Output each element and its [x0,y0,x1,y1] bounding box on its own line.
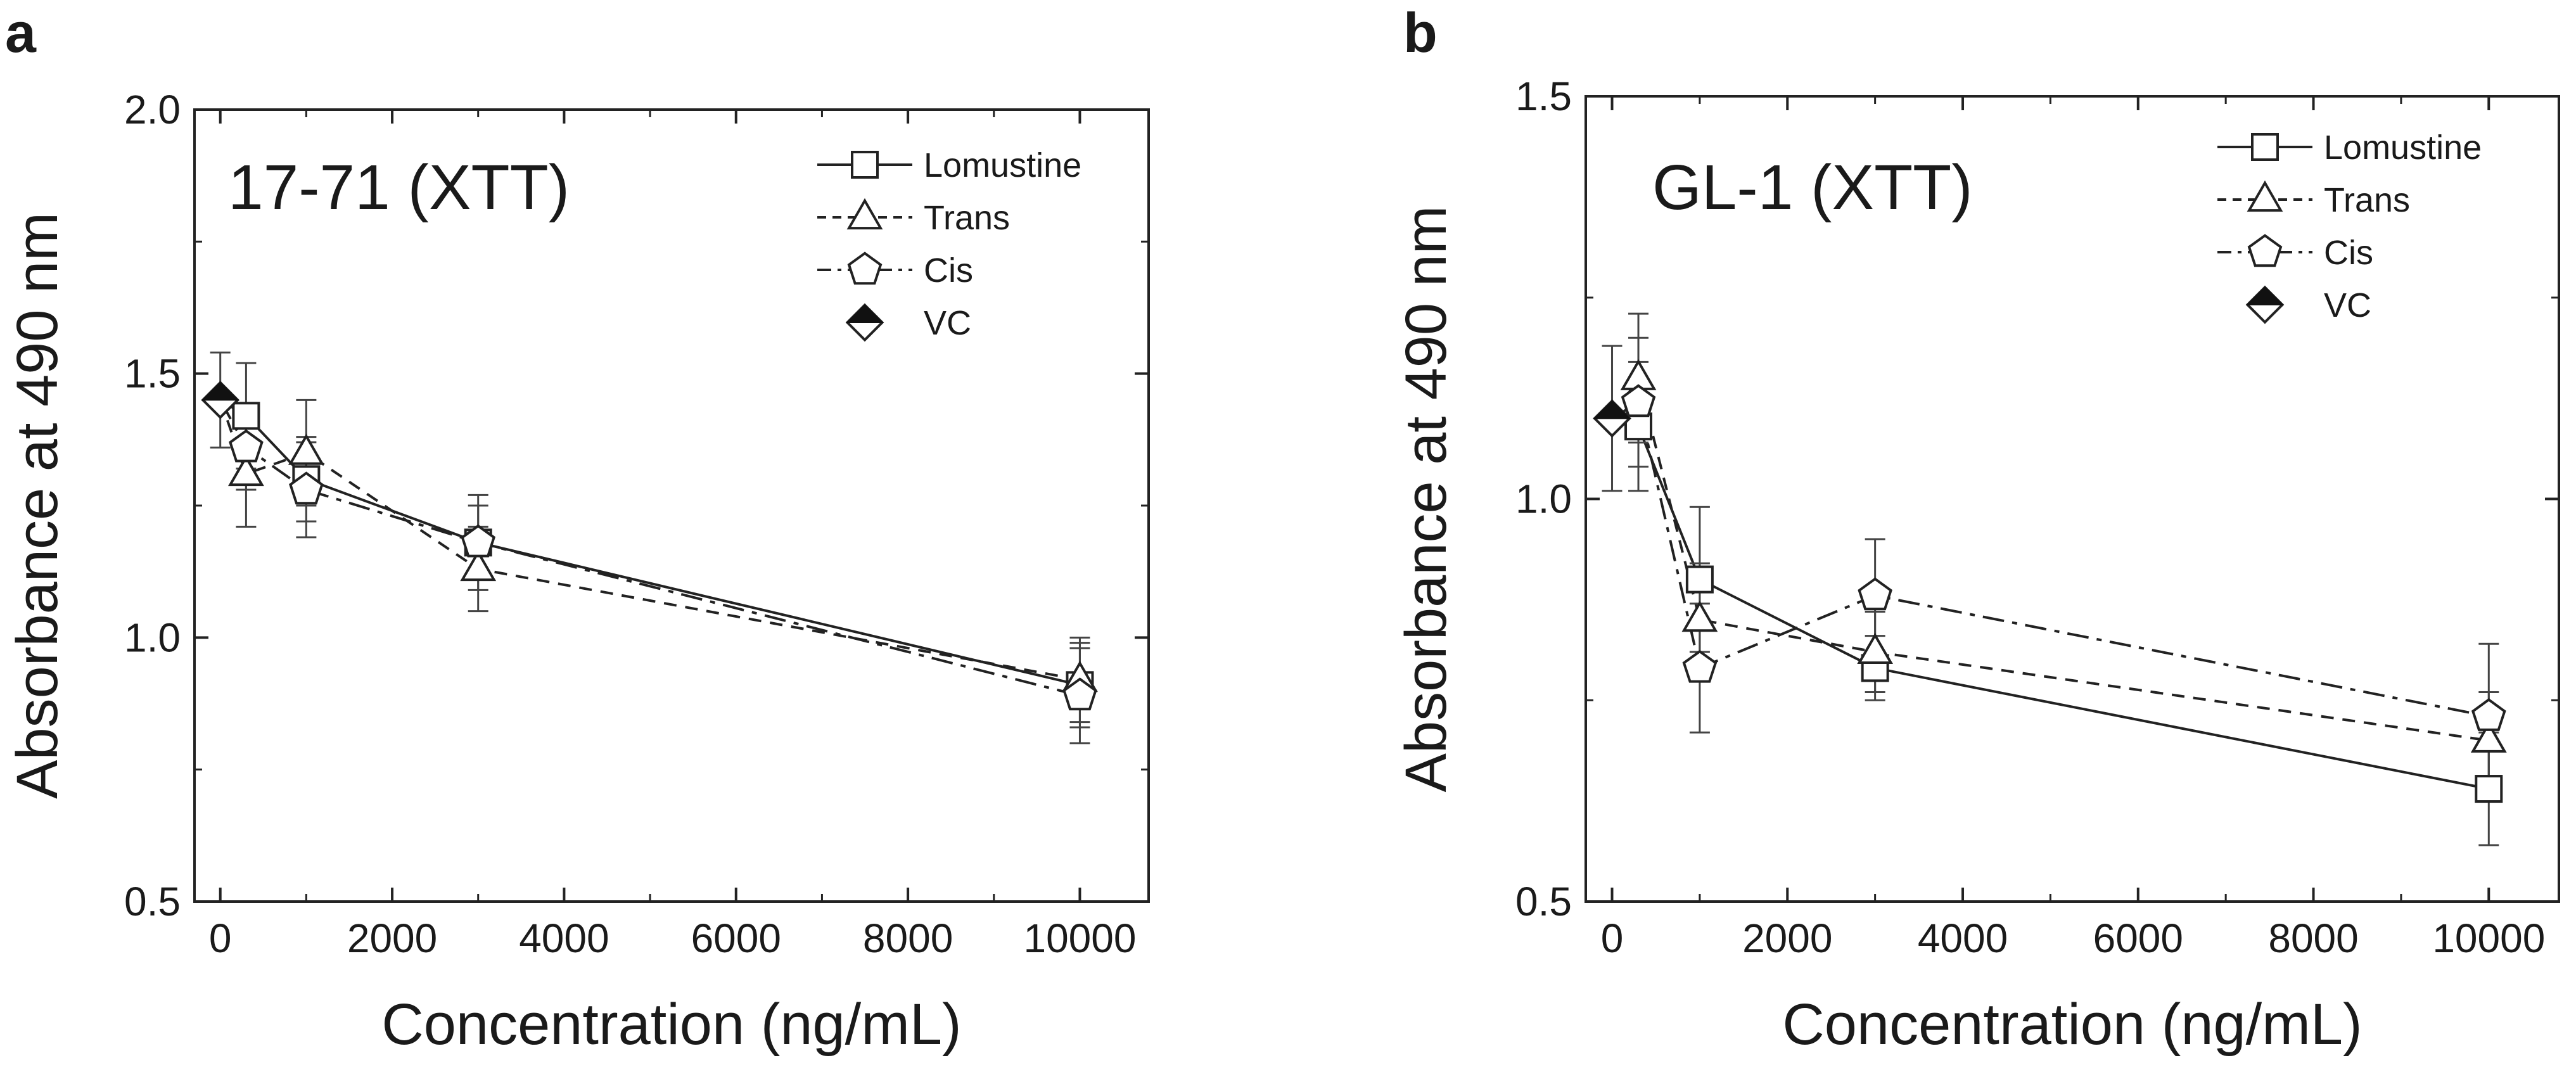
y-tick-label: 0.5 [124,879,181,924]
legend-label-cis: Cis [2324,234,2373,272]
data-point-cis [2471,698,2506,731]
legend-marker-cis [2247,234,2283,267]
legend-label-cis: Cis [924,252,973,290]
x-tick-label: 6000 [691,915,781,961]
series-line-lomustine [219,399,1080,687]
data-point-trans [228,454,264,487]
data-point-trans [1857,632,1894,665]
y-tick-label: 1.5 [1515,73,1572,119]
legend-label-lomustine: Lomustine [924,146,1081,184]
series-line-trans [219,399,1080,681]
legend-label-trans: Trans [2324,181,2410,219]
legend-marker-vc-filled-half [846,304,884,323]
x-tick-label: 8000 [2268,915,2358,961]
legend-marker-vc-filled-half [2246,286,2284,305]
panel-letter-b: b [1403,1,1438,64]
x-tick-label: 6000 [2093,915,2183,961]
data-point-cis [289,471,324,505]
data-point-trans [460,549,497,582]
data-point-lomustine [1685,565,1714,594]
y-tick-label: 1.5 [124,351,181,397]
data-point-trans [2470,721,2507,753]
data-point-vc-filled-half [1593,400,1631,419]
y-axis-label: Absorbance at 490 nm [5,212,70,799]
chart-panel-a: 0 2000 4000 6000 8000 10000 0.5 1.0 1.5 2.0 Concen… [5,87,1150,1057]
legend: Lomustine Trans Cis VC [817,146,1081,342]
data-point-cis [461,524,496,558]
y-axis-label: Absorbance at 490 nm [1394,206,1458,793]
y-tick-label: 1.0 [1515,476,1572,522]
legend-label-trans: Trans [924,199,1010,237]
data-point-cis [1621,384,1656,418]
data-point-cis [229,429,264,462]
x-axis-label: Concentration (ng/mL) [381,992,961,1057]
series-line-cis [219,399,1080,697]
data-point-vc-filled-half [201,381,239,401]
x-tick-label: 10000 [1023,915,1136,961]
data-point-lomustine [2475,775,2503,803]
legend-marker-cis [847,252,883,285]
legend-label-vc: VC [924,304,971,342]
y-tick-label: 0.5 [1515,879,1572,924]
legend: Lomustine Trans Cis VC [2217,129,2482,324]
x-tick-label: 0 [1601,915,1624,961]
data-point-cis [1062,677,1097,711]
y-tick-label: 1.0 [124,615,181,660]
legend-marker-lomustine [851,151,879,179]
x-tick-label: 2000 [347,915,437,961]
series-line-cis [1611,400,2489,718]
legend-marker-trans [846,198,883,230]
panel-letter-a: a [5,1,37,64]
legend-marker-lomustine [2251,133,2279,161]
x-tick-label: 0 [209,915,232,961]
chart-panel-b: 0 2000 4000 6000 8000 10000 0.5 1.0 1.5 Concentra… [1394,73,2560,1057]
data-point-trans [1681,600,1718,632]
series-line-trans [1610,374,2489,742]
series-line-lomustine [1611,417,2489,791]
x-tick-label: 10000 [2432,915,2545,961]
x-tick-label: 8000 [863,915,953,961]
x-tick-label: 4000 [1918,915,2008,961]
y-tick-label: 2.0 [124,87,181,132]
chart-title: 17-71 (XTT) [228,152,570,223]
x-tick-label: 2000 [1742,915,1832,961]
x-axis-label: Concentration (ng/mL) [1782,992,2362,1057]
legend-label-lomustine: Lomustine [2324,129,2482,167]
legend-marker-trans [2247,180,2283,212]
chart-title: GL-1 (XTT) [1652,152,1973,223]
data-point-lomustine [232,402,260,430]
data-point-trans [288,433,324,465]
data-point-cis [1858,577,1892,611]
data-point-cis [1682,649,1718,683]
legend-label-vc: VC [2324,286,2371,324]
x-tick-label: 4000 [519,915,609,961]
